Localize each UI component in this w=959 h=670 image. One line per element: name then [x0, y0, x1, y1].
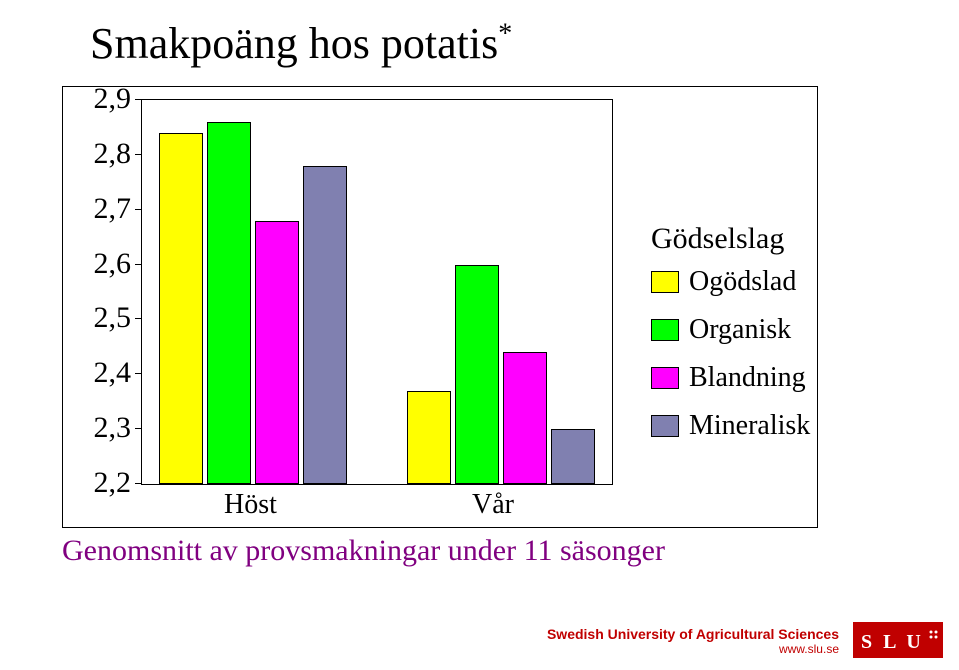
- legend-item: Organisk: [651, 314, 791, 346]
- title-text: Smakpoäng hos potatis: [90, 19, 498, 68]
- y-tick-mark: [135, 264, 141, 265]
- bar: [503, 352, 547, 484]
- bar: [551, 429, 595, 484]
- legend-title: Gödselslag: [651, 222, 784, 256]
- legend-item: Blandning: [651, 362, 806, 394]
- svg-text:S L U: S L U: [861, 631, 924, 653]
- y-tick-label: 2,5: [94, 301, 132, 335]
- slide: Smakpoäng hos potatis* 2,2 2,3 2,4 2,5 2,6 2,…: [0, 0, 959, 670]
- legend-label: Ogödslad: [689, 266, 796, 298]
- legend-swatch: [651, 415, 679, 437]
- y-tick-label: 2,8: [94, 137, 132, 171]
- legend-item: Mineralisk: [651, 410, 810, 442]
- x-tick-label: Vår: [472, 489, 514, 521]
- footer: Swedish University of Agricultural Scien…: [547, 626, 839, 656]
- slide-title: Smakpoäng hos potatis*: [90, 18, 512, 69]
- legend-swatch: [651, 319, 679, 341]
- footer-org: Swedish University of Agricultural Scien…: [547, 626, 839, 642]
- legend-item: Ogödslad: [651, 266, 796, 298]
- y-tick-mark: [135, 428, 141, 429]
- y-tick-label: 2,6: [94, 247, 132, 281]
- y-tick-mark: [135, 99, 141, 100]
- legend-label: Mineralisk: [689, 410, 810, 442]
- bar: [407, 391, 451, 484]
- legend-label: Blandning: [689, 362, 806, 394]
- y-tick-label: 2,4: [94, 356, 132, 390]
- plot-area: [141, 99, 613, 485]
- chart-container: 2,22,32,42,52,62,72,82,9 HöstVår Gödsels…: [62, 86, 818, 528]
- bar: [207, 122, 251, 484]
- x-tick-label: Höst: [224, 489, 277, 521]
- title-superscript: *: [498, 18, 512, 49]
- legend-swatch: [651, 271, 679, 293]
- footer-url: www.slu.se: [547, 642, 839, 656]
- y-tick-mark: [135, 373, 141, 374]
- legend-label: Organisk: [689, 314, 791, 346]
- y-tick-label: 2,7: [94, 192, 132, 226]
- y-tick-mark: [135, 209, 141, 210]
- y-tick-label: 2,2: [94, 466, 132, 500]
- y-tick-label: 2,3: [94, 411, 132, 445]
- y-tick-label: 2,9: [94, 82, 132, 116]
- slu-logo: S L U: [853, 622, 943, 658]
- y-tick-mark: [135, 318, 141, 319]
- bar: [255, 221, 299, 484]
- bar: [159, 133, 203, 484]
- caption: Genomsnitt av provsmakningar under 11 sä…: [62, 534, 665, 568]
- bar: [303, 166, 347, 484]
- bar: [455, 265, 499, 484]
- legend-swatch: [651, 367, 679, 389]
- y-tick-mark: [135, 154, 141, 155]
- y-tick-mark: [135, 483, 141, 484]
